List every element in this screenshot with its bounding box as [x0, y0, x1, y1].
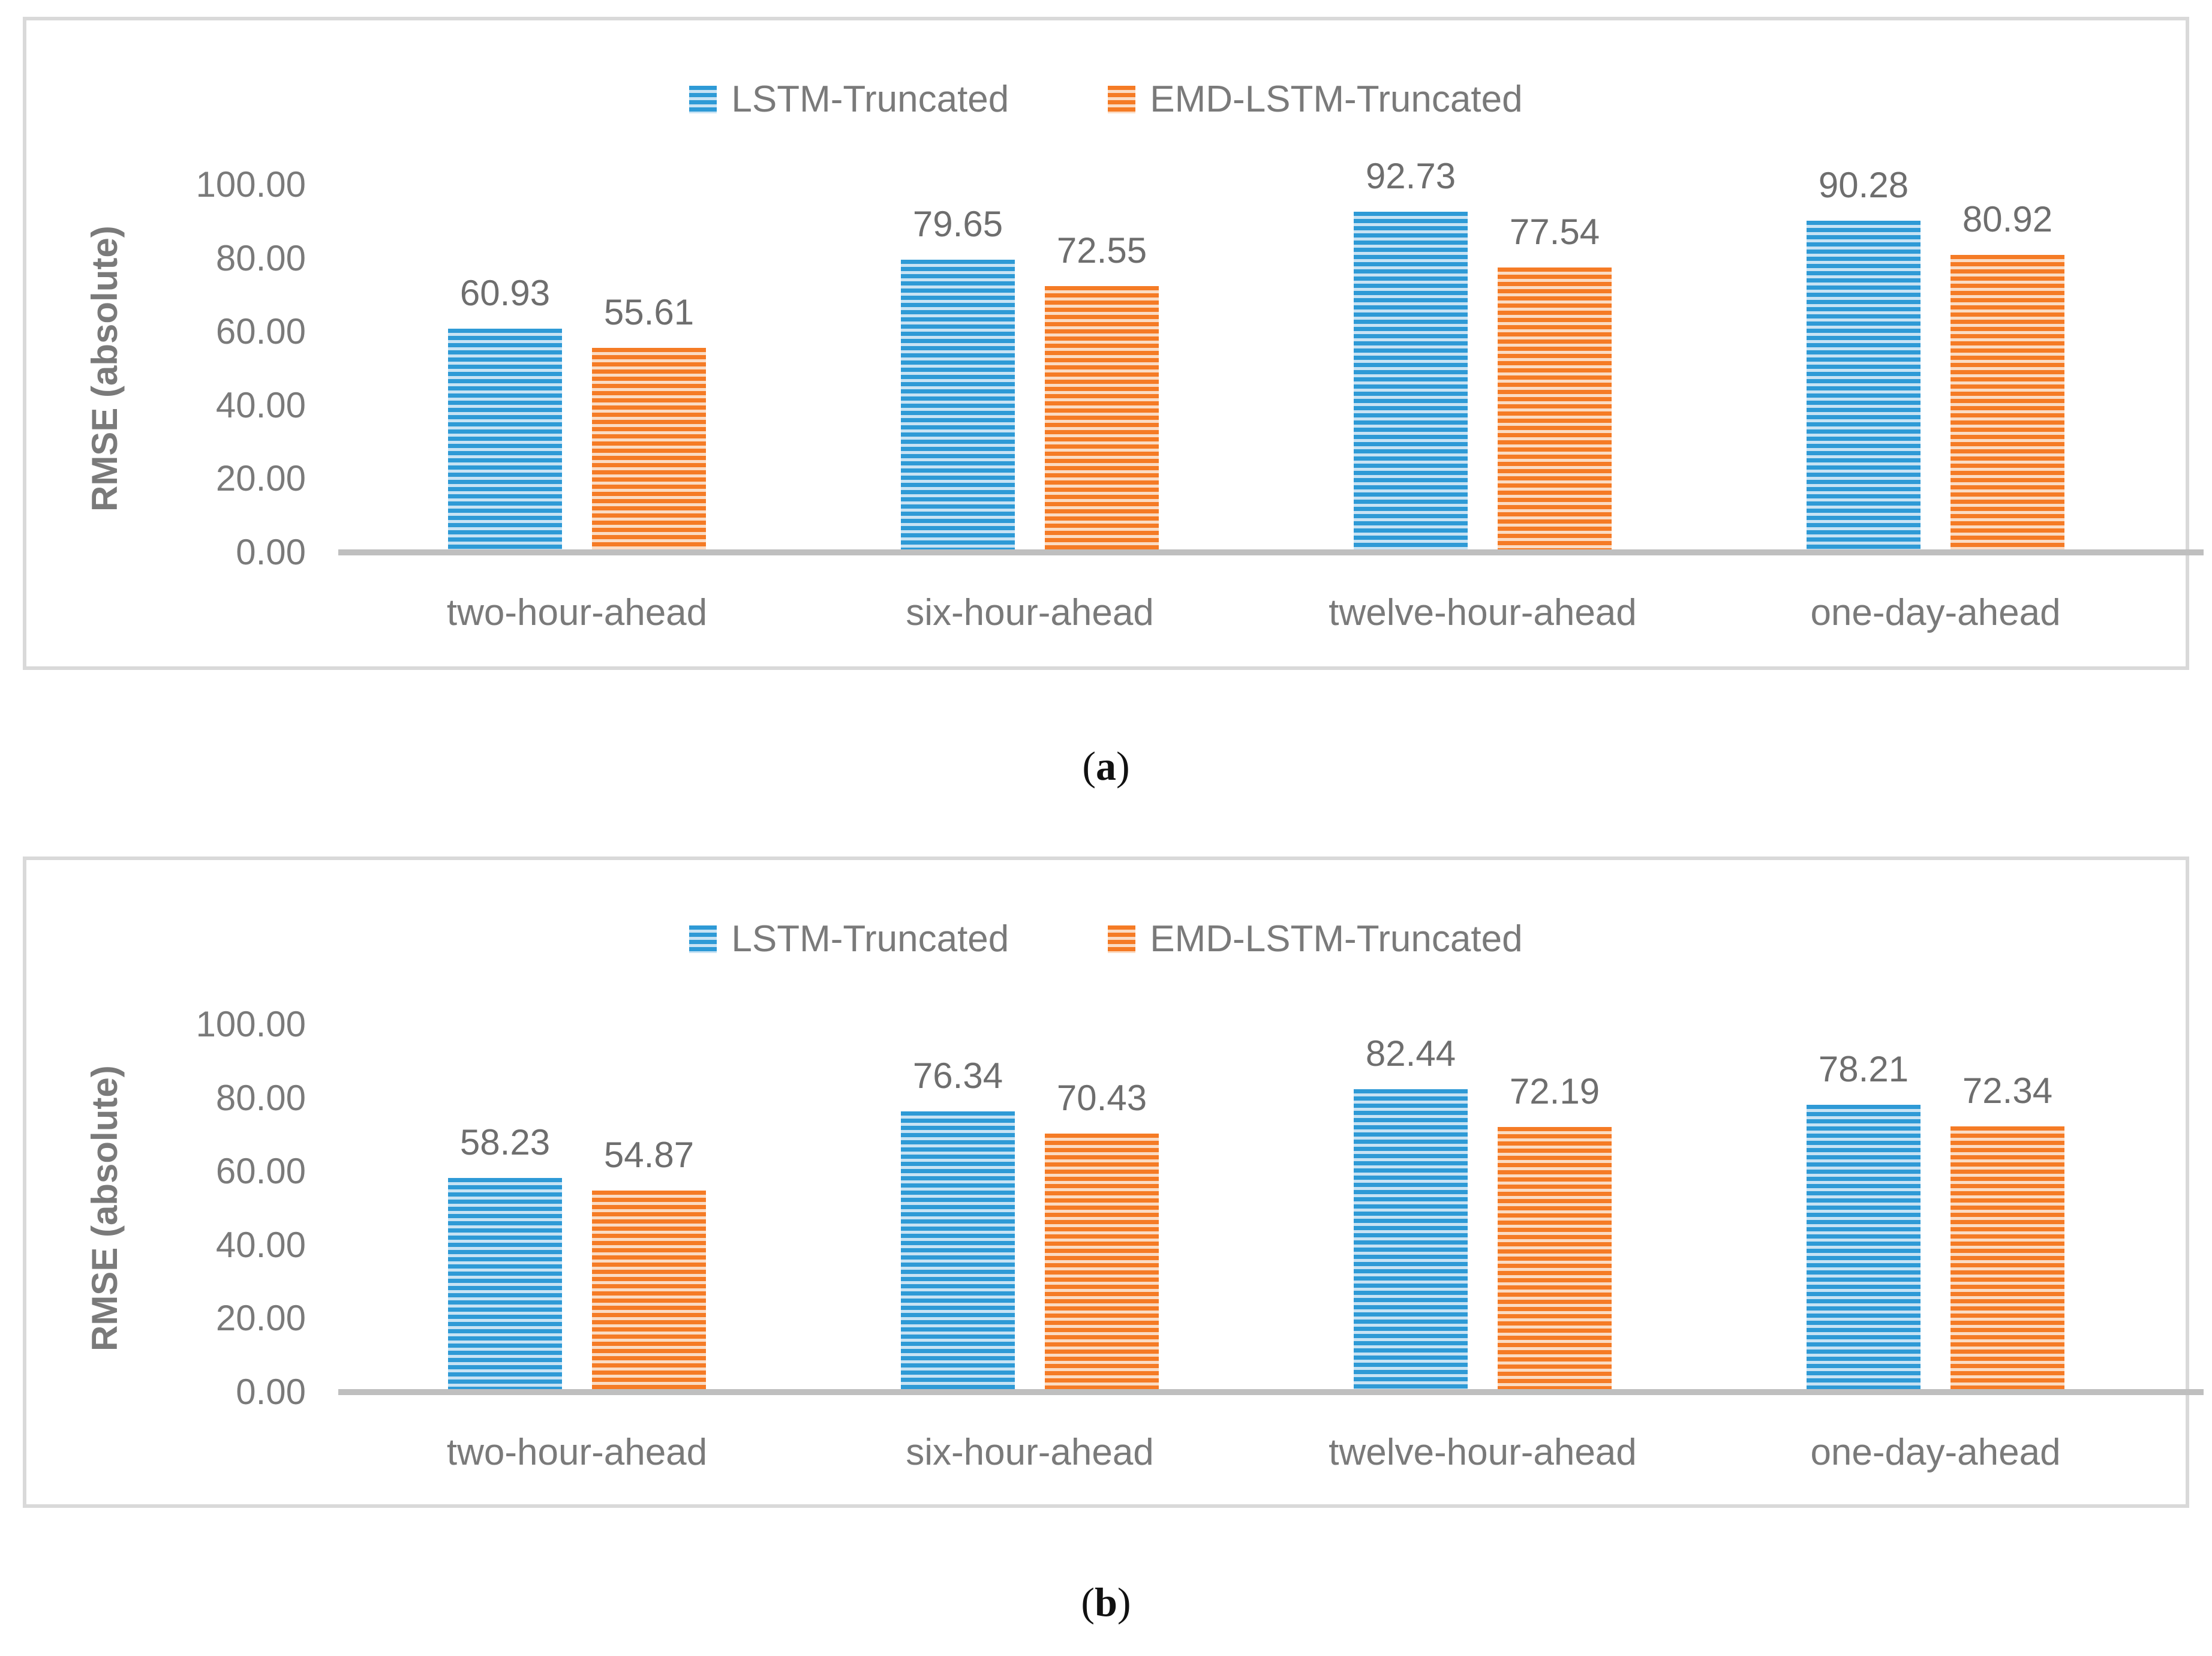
- y-tick-label: 40.00: [215, 385, 306, 425]
- x-axis-line: [338, 549, 2204, 555]
- caption-paren-close: ): [1116, 743, 1130, 789]
- x-axis-labels: two-hour-ahead six-hour-ahead twelve-hour-…: [350, 591, 2162, 639]
- bar-lstm-six-hour-ahead: [901, 260, 1015, 552]
- figure-caption-b: (b): [0, 1579, 2212, 1626]
- bar-value-label: 72.55: [1056, 230, 1147, 271]
- plot-area: 60.93 55.61 79.65 72.55 92.73 77.54 90.28 80.92: [350, 156, 2162, 552]
- bar-emd-lstm-twelve-hour-ahead: [1498, 1127, 1612, 1392]
- x-axis-label-one-day-ahead: one-day-ahead: [1810, 592, 2061, 633]
- bar-value-label: 80.92: [1962, 199, 2053, 239]
- bar-value-label: 58.23: [459, 1122, 551, 1162]
- y-axis-ticks: 100.00 80.00 60.00 40.00 20.00 0.00: [26, 1004, 314, 1412]
- legend-swatch-orange-stripes-icon: [1108, 85, 1136, 113]
- x-axis-label-one-day-ahead: one-day-ahead: [1810, 1432, 2061, 1473]
- legend: LSTM-Truncated EMD-LSTM-Truncated: [26, 78, 2186, 121]
- x-axis-line: [338, 1389, 2204, 1395]
- figure-caption-a: (a): [0, 743, 2212, 790]
- caption-paren-open: (: [1082, 743, 1096, 789]
- bar-value-label: 92.73: [1365, 156, 1456, 196]
- y-tick-label: 100.00: [196, 164, 306, 205]
- bar-lstm-one-day-ahead: [1807, 1105, 1921, 1392]
- legend-swatch-blue-stripes-icon: [689, 925, 717, 953]
- bar-emd-lstm-six-hour-ahead: [1045, 286, 1159, 552]
- bar-lstm-one-day-ahead: [1807, 221, 1921, 552]
- bar-value-label: 54.87: [603, 1135, 695, 1175]
- y-tick-label: 0.00: [236, 532, 306, 572]
- y-tick-label: 60.00: [215, 311, 306, 351]
- x-axis-label-twelve-hour-ahead: twelve-hour-ahead: [1329, 592, 1637, 633]
- bar-value-label: 82.44: [1365, 1033, 1456, 1074]
- legend-label: LSTM-Truncated: [731, 918, 1009, 960]
- bar-emd-lstm-one-day-ahead: [1950, 1126, 2064, 1392]
- x-axis-label-six-hour-ahead: six-hour-ahead: [906, 592, 1154, 633]
- x-axis-label-two-hour-ahead: two-hour-ahead: [446, 1432, 708, 1473]
- y-axis-ticks: 100.00 80.00 60.00 40.00 20.00 0.00: [26, 164, 314, 572]
- y-tick-label: 80.00: [215, 238, 306, 278]
- caption-letter: a: [1096, 743, 1116, 789]
- x-axis-label-twelve-hour-ahead: twelve-hour-ahead: [1329, 1432, 1637, 1473]
- y-tick-label: 20.00: [215, 458, 306, 498]
- bar-lstm-two-hour-ahead: [448, 1178, 562, 1392]
- bar-value-label: 78.21: [1818, 1049, 1909, 1089]
- y-tick-label: 80.00: [215, 1078, 306, 1118]
- bar-value-label: 55.61: [603, 292, 695, 332]
- bar-value-label: 60.93: [459, 273, 551, 313]
- bar-value-label: 90.28: [1818, 165, 1909, 205]
- legend: LSTM-Truncated EMD-LSTM-Truncated: [26, 918, 2186, 960]
- bar-value-label: 70.43: [1056, 1078, 1147, 1118]
- bar-emd-lstm-one-day-ahead: [1950, 255, 2064, 552]
- bar-lstm-six-hour-ahead: [901, 1111, 1015, 1392]
- bar-emd-lstm-two-hour-ahead: [592, 1191, 706, 1392]
- bar-lstm-twelve-hour-ahead: [1354, 1089, 1468, 1392]
- y-tick-label: 40.00: [215, 1225, 306, 1265]
- bar-value-label: 72.19: [1509, 1071, 1600, 1111]
- x-axis-label-six-hour-ahead: six-hour-ahead: [906, 1432, 1154, 1473]
- caption-letter: b: [1095, 1579, 1117, 1625]
- bar-emd-lstm-six-hour-ahead: [1045, 1134, 1159, 1392]
- bar-value-label: 72.34: [1962, 1071, 2053, 1111]
- legend-label: EMD-LSTM-Truncated: [1150, 79, 1523, 120]
- caption-paren-close: ): [1117, 1579, 1131, 1625]
- bar-emd-lstm-twelve-hour-ahead: [1498, 268, 1612, 552]
- legend-swatch-orange-stripes-icon: [1108, 925, 1136, 953]
- legend-item-emd-lstm-truncated: EMD-LSTM-Truncated: [1108, 78, 1523, 121]
- caption-paren-open: (: [1081, 1579, 1095, 1625]
- legend-swatch-blue-stripes-icon: [689, 85, 717, 113]
- legend-item-lstm-truncated: LSTM-Truncated: [689, 918, 1009, 960]
- bar-lstm-twelve-hour-ahead: [1354, 212, 1468, 552]
- y-tick-label: 100.00: [196, 1004, 306, 1044]
- y-tick-label: 60.00: [215, 1151, 306, 1191]
- y-tick-label: 20.00: [215, 1298, 306, 1338]
- bar-emd-lstm-two-hour-ahead: [592, 348, 706, 552]
- bar-value-label: 79.65: [912, 204, 1003, 244]
- chart-panel-a: LSTM-Truncated EMD-LSTM-Truncated RMSE (…: [23, 17, 2204, 670]
- bar-value-label: 76.34: [912, 1056, 1003, 1096]
- bar-value-label: 77.54: [1509, 212, 1600, 252]
- legend-item-lstm-truncated: LSTM-Truncated: [689, 78, 1009, 121]
- chart-panel-b: LSTM-Truncated EMD-LSTM-Truncated RMSE (…: [23, 856, 2204, 1508]
- x-axis-labels: two-hour-ahead six-hour-ahead twelve-hour-…: [350, 1431, 2162, 1479]
- plot-area: 58.23 54.87 76.34 70.43 82.44 72.19 78.21 72.34: [350, 1024, 2162, 1392]
- y-tick-label: 0.00: [236, 1372, 306, 1412]
- bar-lstm-two-hour-ahead: [448, 329, 562, 552]
- legend-item-emd-lstm-truncated: EMD-LSTM-Truncated: [1108, 918, 1523, 960]
- x-axis-label-two-hour-ahead: two-hour-ahead: [446, 592, 708, 633]
- legend-label: LSTM-Truncated: [731, 79, 1009, 120]
- legend-label: EMD-LSTM-Truncated: [1150, 918, 1523, 960]
